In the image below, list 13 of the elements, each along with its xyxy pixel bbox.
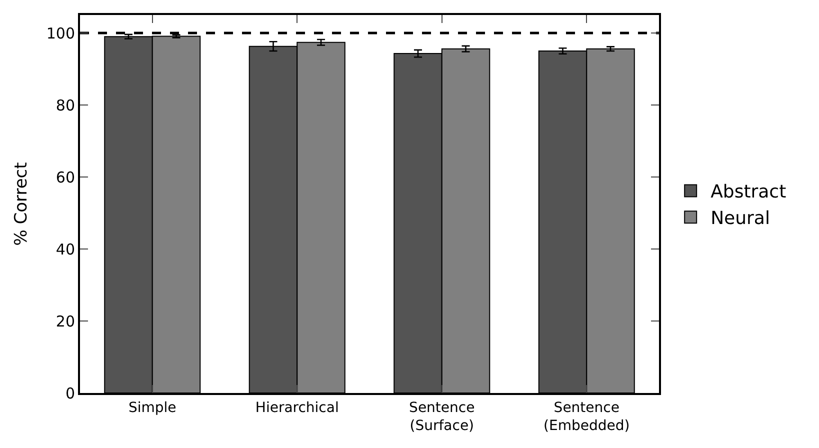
y-axis-title: % Correct [11, 162, 32, 246]
y-tick-label: 20 [56, 312, 75, 330]
y-tick-label: 0 [65, 384, 75, 402]
x-tick-label: Hierarchical [255, 400, 339, 416]
y-tick-label: 80 [56, 96, 75, 114]
legend-label: Neural [710, 208, 770, 230]
legend-label: Abstract [710, 182, 786, 203]
y-tick-label: 100 [46, 24, 75, 42]
x-tick-label: Sentence (Surface) [409, 400, 475, 434]
y-tick-label: 40 [56, 240, 75, 258]
y-tick-label: 60 [56, 168, 75, 186]
x-tick-label: Simple [128, 400, 176, 416]
x-tick-label: Sentence (Embedded) [544, 400, 630, 434]
